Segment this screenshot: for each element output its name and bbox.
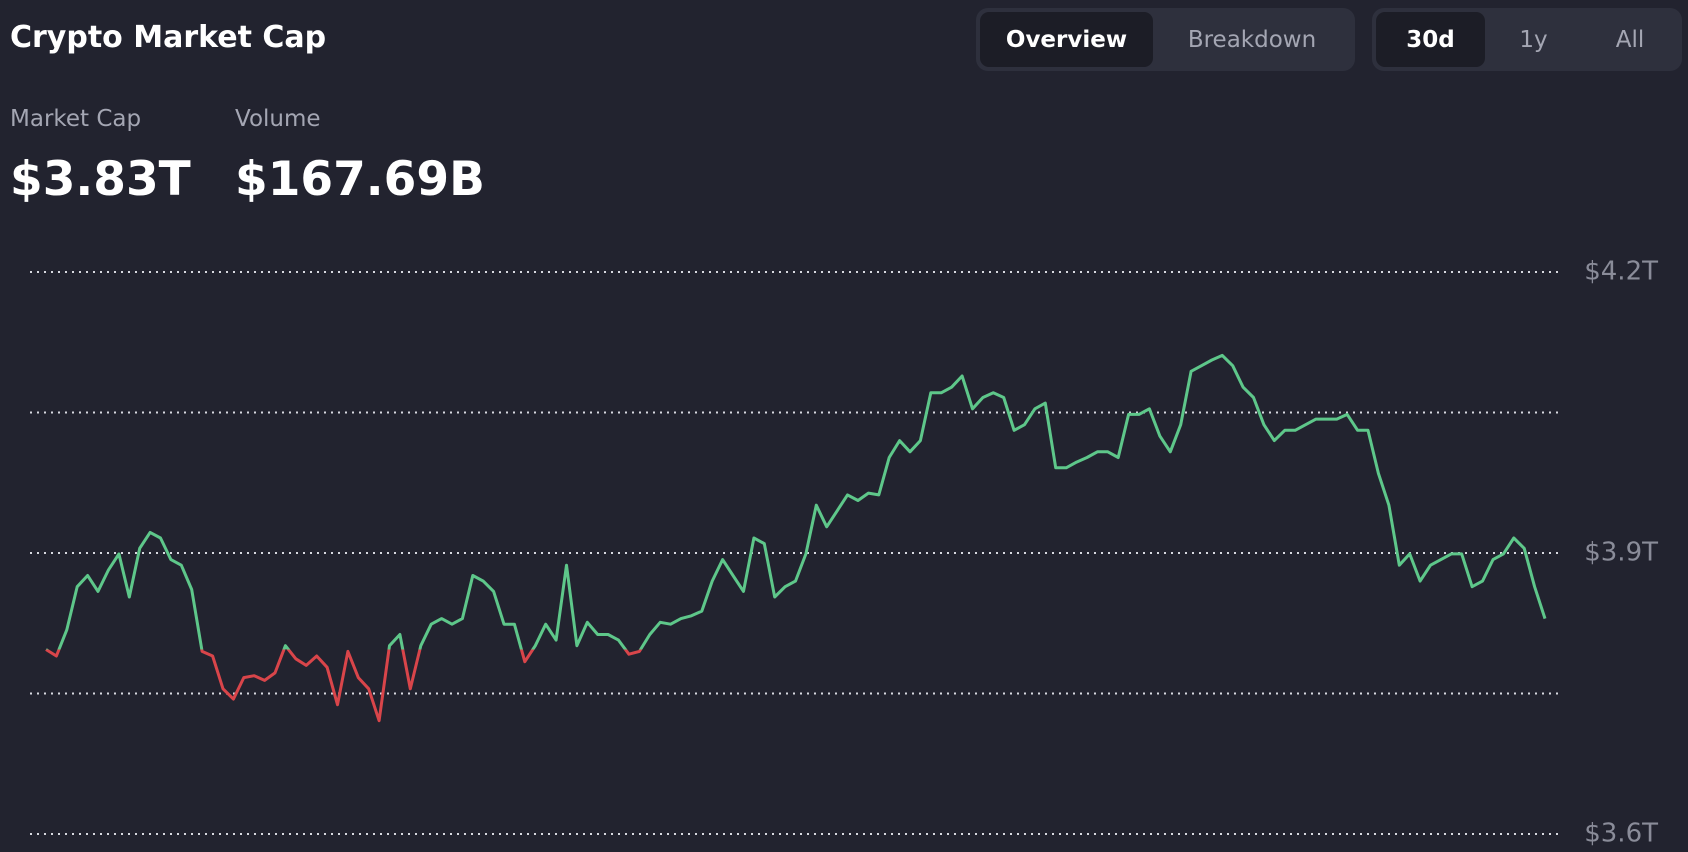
market-cap-line [45, 353, 1547, 723]
stat: Market Cap $3.83T [10, 106, 191, 207]
stat: Volume $167.69B [235, 106, 485, 207]
range-tabs: 30d 1y All [1372, 8, 1682, 71]
y-tick-label: $3.6T [1584, 819, 1658, 849]
y-tick-label: $4.2T [1584, 257, 1658, 287]
stat-label: Volume [235, 106, 321, 132]
page-title: Crypto Market Cap [10, 20, 327, 55]
tab[interactable]: All [1615, 26, 1645, 53]
tab[interactable]: Breakdown [1187, 26, 1317, 53]
stat-label: Market Cap [10, 106, 142, 132]
tab[interactable]: 1y [1519, 26, 1548, 53]
view-tabs: Overview Breakdown [976, 8, 1355, 71]
tab[interactable]: 30d [1376, 12, 1485, 67]
stat-value: $167.69B [235, 152, 485, 207]
tab[interactable]: Overview [980, 12, 1153, 67]
stat-value: $3.83T [10, 152, 191, 207]
y-tick-label: $3.9T [1584, 538, 1658, 568]
